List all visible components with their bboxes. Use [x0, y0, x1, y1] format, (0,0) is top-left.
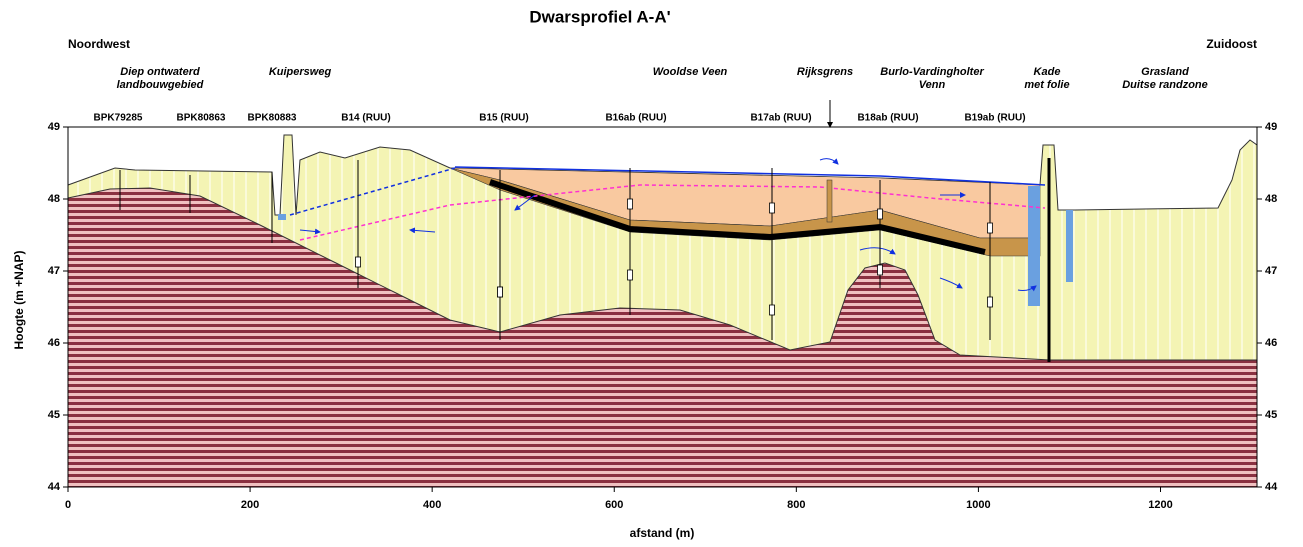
- filter: [356, 257, 361, 267]
- x-axis-label: afstand (m): [630, 526, 695, 540]
- annotation: Diep ontwaterd: [120, 66, 200, 78]
- borehole-label: BPK79285: [94, 113, 143, 124]
- filter: [878, 209, 883, 219]
- annotation: Kade: [1034, 66, 1061, 78]
- annotation: met folie: [1024, 79, 1069, 91]
- borehole-label: B16ab (RUU): [605, 113, 666, 124]
- borehole-label: B17ab (RUU): [750, 113, 811, 124]
- x-tick-label: 1200: [1148, 499, 1172, 511]
- filter: [988, 223, 993, 233]
- borehole-label: B18ab (RUU): [857, 113, 918, 124]
- y-tick-label: 45: [48, 409, 60, 421]
- x-tick-label: 400: [423, 499, 441, 511]
- annotation: Venn: [919, 79, 946, 91]
- borehole-label: B14 (RUU): [341, 113, 390, 124]
- y-tick-label: 44: [1265, 481, 1278, 493]
- annotation: Rijksgrens: [797, 66, 853, 78]
- borehole-label: B15 (RUU): [479, 113, 528, 124]
- title: Dwarsprofiel A-A': [529, 7, 670, 26]
- left-label: Noordwest: [68, 37, 130, 51]
- ditch-water: [1028, 186, 1040, 306]
- borehole-label: BPK80883: [248, 113, 297, 124]
- y-axis-label: Hoogte (m +NAP): [12, 250, 26, 349]
- filter: [878, 265, 883, 275]
- border-post: [827, 180, 832, 222]
- filter: [628, 199, 633, 209]
- ditch-water: [278, 214, 286, 220]
- y-tick-label: 48: [1265, 193, 1277, 205]
- y-tick-label: 44: [48, 481, 61, 493]
- y-tick-label: 46: [1265, 337, 1277, 349]
- flow-arrow: [820, 159, 838, 164]
- y-tick-label: 47: [48, 265, 60, 277]
- ditch-water: [1066, 210, 1073, 282]
- y-tick-label: 48: [48, 193, 60, 205]
- y-tick-label: 49: [1265, 121, 1277, 133]
- y-tick-label: 46: [48, 337, 60, 349]
- filter: [770, 305, 775, 315]
- x-tick-label: 800: [787, 499, 805, 511]
- annotation: landbouwgebied: [117, 79, 204, 91]
- y-tick-label: 47: [1265, 265, 1277, 277]
- annotation: Wooldse Veen: [653, 66, 728, 78]
- x-tick-label: 0: [65, 499, 71, 511]
- annotation: Grasland: [1141, 66, 1189, 78]
- right-label: Zuidoost: [1206, 37, 1257, 51]
- filter: [770, 203, 775, 213]
- annotation: Duitse randzone: [1122, 79, 1208, 91]
- borehole-label: B19ab (RUU): [964, 113, 1025, 124]
- annotation: Kuipersweg: [269, 66, 332, 78]
- x-tick-label: 1000: [966, 499, 990, 511]
- y-tick-label: 49: [48, 121, 60, 133]
- cross-section: Noordwest Zuidoost Dwarsprofiel A-A' 0 20…: [0, 0, 1303, 547]
- y-tick-label: 45: [1265, 409, 1277, 421]
- filter: [988, 297, 993, 307]
- filter: [628, 270, 633, 280]
- filter: [498, 287, 503, 297]
- borehole-label: BPK80863: [177, 113, 226, 124]
- annotation: Burlo-Vardingholter: [880, 66, 984, 78]
- x-tick-label: 200: [241, 499, 259, 511]
- x-tick-label: 600: [605, 499, 623, 511]
